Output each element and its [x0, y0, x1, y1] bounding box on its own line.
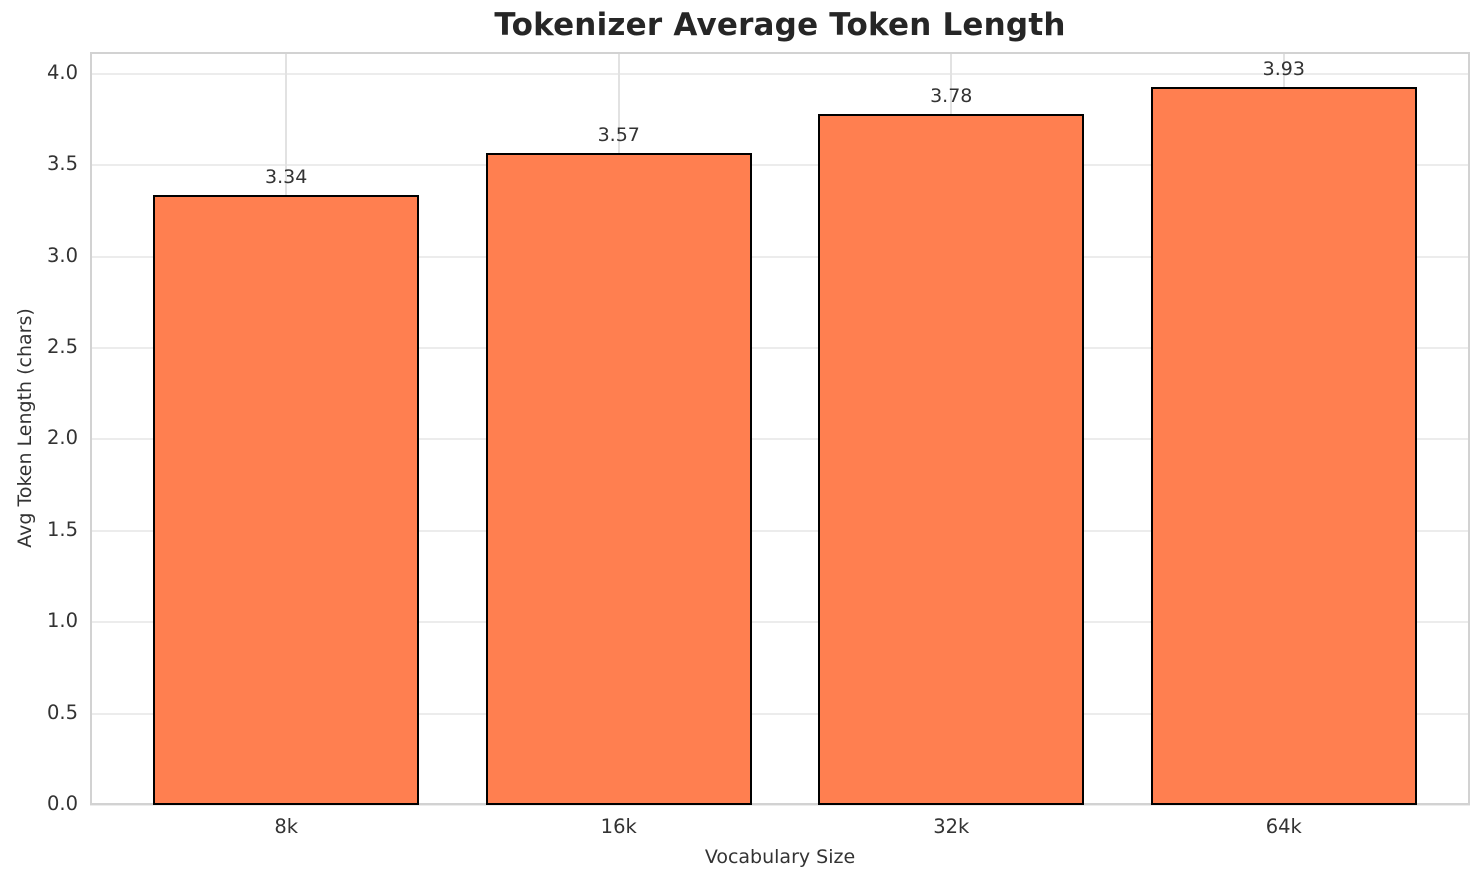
gridline-horizontal: [90, 438, 1470, 441]
y-tick-label: 3.0: [46, 243, 78, 267]
bar-value-label: 3.93: [1262, 57, 1305, 80]
y-tick-label: 2.0: [46, 426, 78, 450]
gridline-horizontal: [90, 804, 1470, 806]
y-tick-label: 4.0: [46, 60, 78, 84]
bar-16k: [485, 152, 752, 805]
gridline-horizontal: [90, 255, 1470, 258]
x-axis-label: Vocabulary Size: [704, 846, 856, 868]
bar-8k: [153, 194, 420, 805]
chart-title: Tokenizer Average Token Length: [494, 7, 1066, 43]
y-tick-label: 1.5: [46, 517, 78, 541]
y-tick-label: 3.5: [46, 152, 78, 176]
gridline-horizontal: [90, 347, 1470, 350]
plot-frame: [90, 52, 1470, 805]
x-tick-label: 16k: [600, 815, 637, 838]
bar-32k: [818, 114, 1085, 805]
y-tick-label: 0.0: [46, 792, 78, 815]
gridline-horizontal: [90, 529, 1470, 532]
bar-value-label: 3.78: [930, 85, 973, 108]
bar-value-label: 3.57: [597, 123, 640, 146]
y-tick-label: 0.5: [46, 700, 78, 724]
gridline-horizontal: [90, 712, 1470, 715]
y-tick-label: 1.0: [46, 609, 78, 633]
bar-64k: [1150, 86, 1417, 805]
gridline-horizontal: [90, 621, 1470, 624]
bar-value-label: 3.34: [265, 165, 308, 188]
x-tick-label: 32k: [933, 815, 970, 838]
x-tick-label: 8k: [274, 815, 299, 838]
x-tick-label: 64k: [1265, 815, 1302, 838]
y-tick-label: 2.5: [46, 335, 78, 359]
gridline-horizontal: [90, 72, 1470, 75]
gridline-horizontal: [90, 164, 1470, 167]
